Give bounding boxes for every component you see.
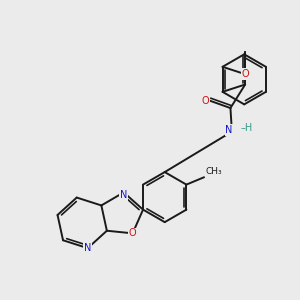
Text: CH₃: CH₃ bbox=[206, 167, 222, 176]
Text: N: N bbox=[120, 190, 127, 200]
Text: N: N bbox=[225, 125, 233, 135]
Text: O: O bbox=[241, 69, 249, 79]
Text: N: N bbox=[84, 243, 92, 253]
Text: O: O bbox=[129, 228, 136, 238]
Text: O: O bbox=[202, 96, 209, 106]
Text: –H: –H bbox=[241, 123, 253, 133]
